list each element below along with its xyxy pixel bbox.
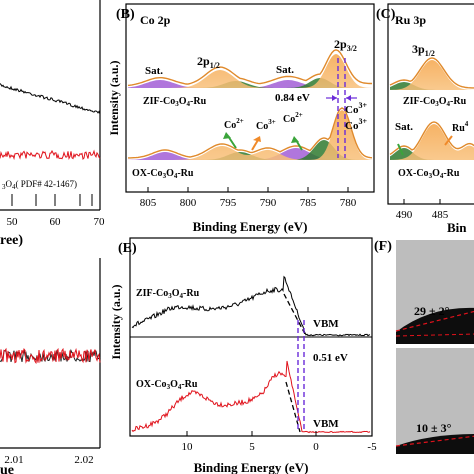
panel-b-2p32-label: 2p3/2 — [334, 37, 357, 53]
panel-b-zif-label: ZIF-Co3O4-Ru — [143, 96, 207, 108]
panel-c-3p12-label: 3p1/2 — [412, 42, 435, 58]
panel-c-zif-label: ZIF-Co3O4-Ru — [403, 96, 467, 108]
panel-e-x-label: Binding Energy (eV) — [194, 460, 309, 474]
panel-b-co3-label-c: Co3+ — [345, 117, 367, 132]
x-tick-label: 780 — [340, 197, 357, 209]
panel-a-x-label: ree) — [0, 233, 23, 248]
panel-b-shift-arrowhead — [332, 95, 337, 101]
panel-a-xtick-60: 60 — [50, 216, 62, 228]
panel-e-letter: (E) — [118, 241, 137, 256]
panel-b-arrowhead-co2-a — [223, 132, 231, 139]
x-tick-label: 790 — [260, 197, 277, 209]
panel-c-frame — [387, 3, 474, 205]
panel-a-xtick-70: 70 — [94, 216, 106, 228]
panel-b-sat-label-1: Sat. — [145, 65, 163, 77]
panel-e-x-ticks: 10 5 0 -5 — [182, 431, 377, 453]
panel-c-ox-label: OX-Co3O4-Ru — [398, 168, 460, 180]
panel-f: (F) 29 ± 2° 10 ± 3° — [374, 239, 474, 454]
panel-c-letter: (C) — [376, 7, 396, 22]
panel-b-title: Co 2p — [140, 13, 171, 27]
panel-b-arrow-co3 — [251, 139, 259, 151]
x-tick-label: 785 — [300, 197, 317, 209]
panel-b-2p12-label: 2p1/2 — [197, 54, 220, 70]
panel-e-ox-fit-line — [285, 381, 301, 433]
panel-a-reference-ticks — [11, 194, 93, 206]
panel-b-co3-label-b: Co3+ — [256, 118, 276, 132]
x-tick-label: 0 — [313, 441, 319, 453]
panel-b-shift-arrowhead-2 — [346, 95, 351, 101]
panel-d-red-series — [0, 347, 101, 365]
panel-c-x-ticks: 490 485 — [396, 199, 449, 221]
panel-e-vbm-label-1: VBM — [313, 318, 339, 330]
panel-c-ox-orange-fill — [390, 124, 474, 160]
panel-d-xtick-201: 2.01 — [4, 454, 23, 466]
panel-c-ox-envelope — [389, 121, 474, 155]
panel-c-x-label: Bin — [447, 220, 467, 235]
panel-e-y-label: Intensity (a.u.) — [109, 284, 123, 359]
panel-a-black-series — [0, 83, 101, 115]
panel-a-pdf-label: 3O4( PDF# 42-1467) — [2, 179, 77, 191]
panel-e-zif-label: ZIF-Co3O4-Ru — [136, 288, 200, 300]
panel-b-co3-label-top: Co3+ — [345, 101, 367, 116]
panel-b-ox-co2-fill — [128, 140, 372, 160]
panel-e-ox-curve — [131, 360, 371, 434]
x-tick-label: 795 — [220, 197, 237, 209]
panel-b-frame — [125, 3, 375, 193]
panel-e-vbm-label-2: VBM — [313, 418, 339, 430]
panel-c: (C) Ru 3p 3p1/2 ZIF-Co3O4-Ru Sat. Ru4 OX… — [376, 3, 474, 235]
panel-f-angle-bottom: 10 ± 3° — [416, 421, 452, 435]
panel-f-letter: (F) — [374, 239, 392, 254]
x-tick-label: 805 — [140, 197, 157, 209]
x-tick-label: 5 — [249, 441, 255, 453]
panel-b-zif-envelope — [127, 49, 372, 87]
panel-b-co2-label-b: Co2+ — [283, 111, 303, 125]
panel-e-zif-curve — [131, 275, 371, 337]
panel-b: (B) Co 2p Sat. 2p1/2 Sat. 2p3/2 ZIF-Co3O… — [107, 3, 375, 234]
panel-b-ox-envelope — [128, 107, 373, 159]
panel-f-baseline-top — [395, 333, 474, 337]
panel-e-051ev-label: 0.51 eV — [313, 352, 348, 364]
x-tick-label: 485 — [432, 209, 449, 221]
panel-d-x-label: ue — [0, 463, 14, 474]
x-tick-label: 10 — [182, 441, 194, 453]
panel-a: 3O4( PDF# 42-1467) 50 60 70 ree) — [0, 0, 105, 248]
panel-b-zif-co2-fill — [128, 78, 372, 88]
panel-a-red-series — [0, 149, 101, 161]
panel-c-title: Ru 3p — [395, 13, 426, 27]
x-tick-label: -5 — [367, 441, 377, 453]
x-tick-label: 490 — [396, 209, 413, 221]
panel-b-x-ticks: 805 800 795 790 785 780 — [140, 187, 357, 209]
panel-c-sat-label: Sat. — [395, 121, 413, 133]
panel-c-arrow-sat — [397, 143, 404, 156]
panel-b-arrowhead-co2-b — [291, 136, 299, 143]
panel-b-arrowhead-co3 — [253, 136, 261, 142]
x-tick-label: 800 — [180, 197, 197, 209]
panel-b-co2-label-a: Co2+ — [224, 117, 244, 131]
panel-e: (E) ZIF-Co3O4-Ru OX-Co3O4-Ru VBM 0.51 eV… — [109, 237, 377, 474]
panel-f-angle-top: 29 ± 2° — [414, 304, 450, 318]
panel-e-ox-label: OX-Co3O4-Ru — [136, 379, 198, 391]
panel-c-zif-orange-fill — [390, 60, 474, 90]
panel-a-xtick-50: 50 — [7, 216, 19, 228]
panel-b-sat-label-2: Sat. — [276, 64, 294, 76]
panel-b-ox-label: OX-Co3O4-Ru — [132, 168, 194, 180]
panel-b-084ev-label: 0.84 eV — [275, 92, 310, 104]
panel-e-zif-fit-line — [283, 293, 307, 337]
panel-c-zif-envelope — [389, 57, 474, 89]
panel-b-ox-co3-fill — [128, 110, 372, 160]
panel-b-letter: (B) — [116, 7, 135, 22]
panel-b-zif-co3-fill — [128, 54, 372, 88]
panel-c-arrow-ru4 — [444, 135, 453, 146]
panel-c-ru4-label: Ru4 — [452, 120, 469, 134]
panel-d-xtick-202: 2.02 — [74, 454, 93, 466]
panel-d: 2.01 2.02 ue — [0, 258, 101, 474]
panel-b-x-label: Binding Energy (eV) — [193, 219, 308, 234]
panel-b-y-label: Intensity (a.u.) — [107, 60, 121, 135]
